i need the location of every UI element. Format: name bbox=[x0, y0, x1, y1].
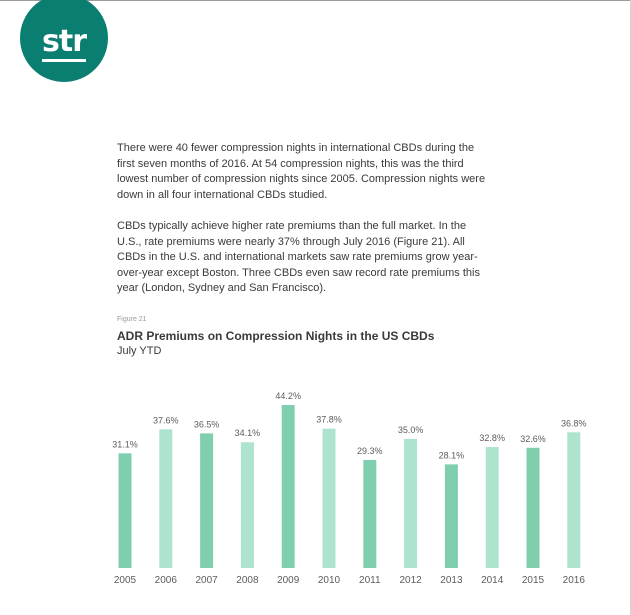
x-tick-2014: 2014 bbox=[481, 575, 504, 586]
bar-2013 bbox=[444, 464, 458, 568]
bar-2016 bbox=[567, 432, 581, 568]
value-label-2011: 29.3% bbox=[357, 446, 383, 456]
x-tick-2007: 2007 bbox=[195, 575, 218, 586]
bar-2006 bbox=[159, 429, 173, 568]
bar-2010 bbox=[322, 428, 336, 568]
figure-label: Figure 21 bbox=[117, 316, 147, 323]
x-tick-2016: 2016 bbox=[563, 575, 586, 586]
bar-2011 bbox=[363, 459, 377, 568]
x-tick-2008: 2008 bbox=[236, 575, 259, 586]
figure-subtitle: July YTD bbox=[117, 345, 162, 357]
x-tick-2006: 2006 bbox=[155, 575, 178, 586]
bar-2012 bbox=[404, 438, 418, 568]
value-label-2009: 44.2% bbox=[275, 391, 301, 401]
logo-text: str bbox=[42, 26, 87, 62]
x-tick-2012: 2012 bbox=[399, 575, 422, 586]
top-border bbox=[0, 0, 631, 1]
bar-2015 bbox=[526, 447, 540, 568]
bar-2005 bbox=[118, 453, 132, 568]
figure-title: ADR Premiums on Compression Nights in th… bbox=[117, 329, 435, 343]
body-paragraph-2: CBDs typically achieve higher rate premi… bbox=[117, 220, 480, 295]
bar-2007 bbox=[200, 433, 214, 568]
value-label-2006: 37.6% bbox=[153, 415, 179, 425]
value-label-2015: 32.6% bbox=[520, 434, 546, 444]
value-label-2013: 28.1% bbox=[439, 450, 465, 460]
x-tick-2015: 2015 bbox=[522, 575, 545, 586]
value-label-2005: 31.1% bbox=[112, 439, 138, 449]
bar-2014 bbox=[485, 447, 499, 568]
value-label-2010: 37.8% bbox=[316, 415, 342, 425]
bar-2008 bbox=[240, 442, 254, 568]
value-label-2012: 35.0% bbox=[398, 425, 424, 435]
value-label-2014: 32.8% bbox=[479, 433, 505, 443]
x-tick-2005: 2005 bbox=[114, 575, 137, 586]
adr-premium-bar-chart: 31.1% 2005 37.6% 2006 36.5% 2007 34.1% 2008 44.2… bbox=[112, 391, 587, 586]
x-tick-2009: 2009 bbox=[277, 575, 300, 586]
value-label-2007: 36.5% bbox=[194, 419, 220, 429]
x-tick-2011: 2011 bbox=[359, 575, 381, 586]
value-label-2016: 36.8% bbox=[561, 418, 587, 428]
x-tick-2010: 2010 bbox=[318, 575, 341, 586]
str-logo: str bbox=[20, 0, 108, 82]
value-label-2008: 34.1% bbox=[235, 428, 261, 438]
bar-2009 bbox=[281, 405, 295, 568]
body-paragraph-1: There were 40 fewer compression nights i… bbox=[117, 142, 486, 201]
x-tick-2013: 2013 bbox=[440, 575, 463, 586]
